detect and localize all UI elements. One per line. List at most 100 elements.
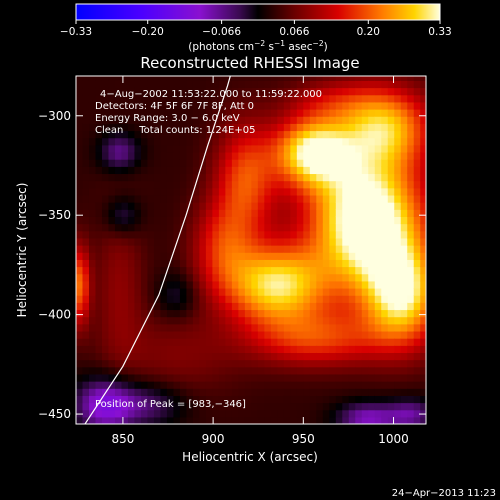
heatmap-cell (251, 159, 259, 167)
heatmap-cell (173, 316, 181, 325)
heatmap-cell (88, 80, 97, 89)
heatmap-cell (205, 352, 213, 361)
heatmap-cell (231, 402, 239, 411)
heatmap-cell (82, 409, 90, 418)
heatmap-cell (348, 166, 356, 175)
heatmap-cell (218, 373, 226, 382)
heatmap-cell (244, 123, 252, 132)
heatmap-cell (199, 180, 207, 189)
heatmap-cell (283, 395, 291, 404)
heatmap-cell (270, 295, 278, 303)
heatmap-cell (335, 87, 343, 96)
heatmap-cell (420, 94, 426, 103)
heatmap-cell (335, 280, 343, 289)
heatmap-cell (153, 76, 162, 81)
heatmap-cell (387, 373, 395, 382)
heatmap-cell (192, 109, 201, 117)
heatmap-cell (329, 395, 337, 404)
heatmap-cell (342, 116, 350, 124)
heatmap-cell (361, 202, 369, 210)
heatmap-cell (244, 194, 252, 203)
heatmap-cell (127, 330, 136, 339)
heatmap-cell (381, 80, 389, 89)
heatmap-cell (374, 130, 382, 139)
heatmap-cell (290, 345, 298, 354)
heatmap-cell (394, 402, 402, 411)
heatmap-cell (407, 409, 415, 418)
heatmap-cell (147, 76, 155, 81)
heatmap-cell (179, 87, 188, 96)
heatmap-cell (212, 273, 220, 282)
heatmap-cell (387, 202, 395, 210)
heatmap-cell (238, 130, 246, 139)
heatmap-cell (238, 323, 246, 332)
heatmap-cell (257, 280, 265, 289)
heatmap-cell (225, 381, 233, 389)
heatmap-cell (218, 116, 226, 124)
heatmap-cell (192, 80, 201, 89)
heatmap-cell (108, 388, 116, 396)
heatmap-cell (173, 159, 181, 167)
heatmap-cell (322, 252, 330, 260)
heatmap-cell (101, 144, 110, 153)
heatmap-cell (303, 402, 311, 411)
heatmap-cell (244, 94, 252, 103)
heatmap-cell (147, 266, 155, 275)
heatmap-cell (166, 416, 175, 424)
heatmap-cell (283, 252, 291, 260)
heatmap-cell (127, 209, 136, 217)
heatmap-cell (329, 280, 337, 289)
heatmap-cell (218, 245, 226, 253)
heatmap-cell (231, 395, 239, 404)
heatmap-cell (309, 202, 317, 210)
heatmap-cell (335, 180, 343, 189)
heatmap-cell (160, 316, 168, 325)
heatmap-cell (381, 302, 389, 311)
heatmap-cell (316, 273, 324, 282)
heatmap-cell (290, 395, 298, 404)
heatmap-cell (134, 373, 142, 382)
heatmap-cell (413, 151, 421, 160)
heatmap-cell (296, 151, 304, 160)
heatmap-cell (290, 187, 298, 196)
heatmap-cell (231, 323, 239, 332)
heatmap-cell (420, 187, 426, 196)
heatmap-cell (121, 245, 129, 253)
heatmap-cell (316, 223, 324, 232)
heatmap-cell (296, 330, 304, 339)
heatmap-cell (290, 144, 298, 153)
heatmap-cell (192, 94, 201, 103)
heatmap-cell (387, 295, 395, 303)
heatmap-cell (179, 402, 188, 411)
heatmap-cell (290, 151, 298, 160)
heatmap-cell (420, 352, 426, 361)
heatmap-cell (76, 109, 84, 117)
heatmap-cell (270, 338, 278, 346)
heatmap-cell (160, 216, 168, 225)
heatmap-cell (316, 352, 324, 361)
heatmap-cell (134, 151, 142, 160)
heatmap-cell (140, 80, 149, 89)
heatmap-cell (387, 76, 395, 81)
heatmap-cell (212, 159, 220, 167)
heatmap-cell (374, 388, 382, 396)
heatmap-cell (160, 151, 168, 160)
heatmap-cell (264, 101, 272, 110)
heatmap-cell (225, 309, 233, 318)
heatmap-cell (244, 237, 252, 246)
heatmap-cell (192, 230, 201, 239)
heatmap-cell (251, 302, 259, 311)
heatmap-cell (251, 416, 259, 424)
heatmap-cell (413, 76, 421, 81)
heatmap-cell (134, 130, 142, 139)
heatmap-cell (140, 287, 149, 296)
heatmap-cell (316, 409, 324, 418)
heatmap-cell (173, 130, 181, 139)
heatmap-cell (303, 245, 311, 253)
colorbar-tick-label: 0.20 (357, 26, 380, 38)
heatmap-cell (387, 180, 395, 189)
heatmap-cell (82, 151, 90, 160)
heatmap-cell (413, 116, 421, 124)
heatmap-cell (134, 259, 142, 268)
heatmap-cell (218, 230, 226, 239)
